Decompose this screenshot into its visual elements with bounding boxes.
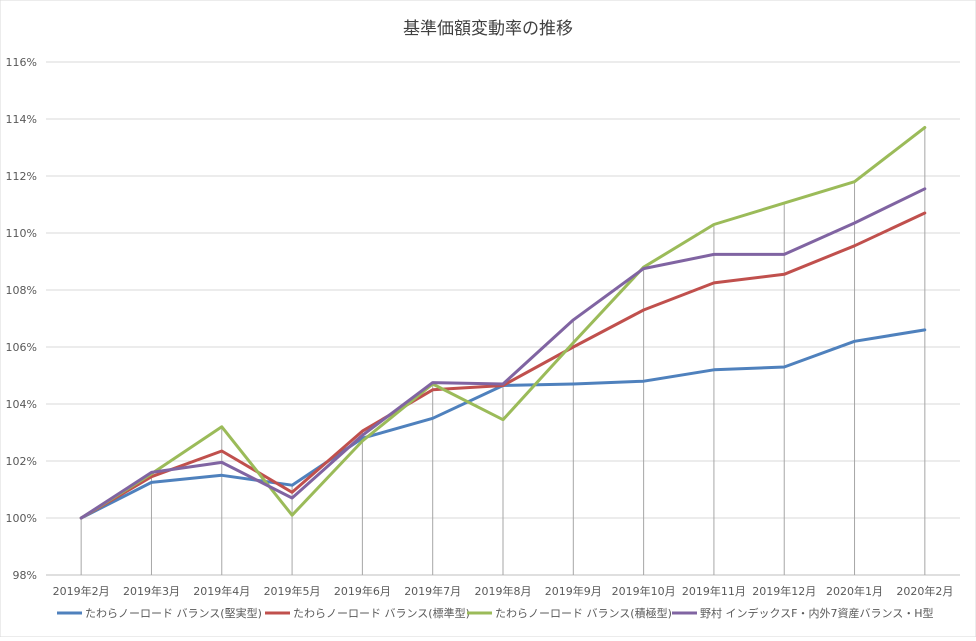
x-tick-label: 2019年10月 <box>612 584 676 598</box>
x-tick-label: 2020年1月 <box>826 584 883 598</box>
x-tick-label: 2019年3月 <box>123 584 180 598</box>
y-tick-label: 114% <box>6 113 37 126</box>
legend-label-4: 野村 インデックスF・内外7資産バランス・H型 <box>700 606 934 620</box>
legend: たわらノーロード バランス(堅実型) たわらノーロード バランス(標準型) たわらノ… <box>57 606 934 620</box>
x-tick-label: 2019年6月 <box>334 584 391 598</box>
x-tick-label: 2019年9月 <box>545 584 602 598</box>
y-tick-label: 106% <box>6 341 37 354</box>
y-tick-label: 100% <box>6 512 37 525</box>
y-tick-label: 104% <box>6 398 37 411</box>
x-tick-label: 2019年5月 <box>264 584 321 598</box>
x-tick-label: 2020年2月 <box>896 584 953 598</box>
y-axis-ticks: 98% 100% 102% 104% 106% 108% 110% 112% 114% 116% <box>6 56 37 582</box>
y-tick-label: 110% <box>6 227 37 240</box>
y-tick-label: 98% <box>13 569 37 582</box>
x-axis-ticks: 2019年2月 2019年3月 2019年4月 2019年5月 2019年6月 2019年… <box>53 584 954 598</box>
legend-label-2: たわらノーロード バランス(標準型) <box>293 606 470 620</box>
series-line-4 <box>79 187 927 520</box>
y-tick-label: 102% <box>6 455 37 468</box>
x-tick-label: 2019年2月 <box>53 584 110 598</box>
y-tick-label: 108% <box>6 284 37 297</box>
y-tick-label: 116% <box>6 56 37 69</box>
x-tick-label: 2019年8月 <box>475 584 532 598</box>
legend-label-1: たわらノーロード バランス(堅実型) <box>85 606 262 620</box>
chart-title: 基準価額変動率の推移 <box>403 19 573 39</box>
series-lines <box>79 126 927 520</box>
series-line-3 <box>79 126 927 520</box>
x-tick-label: 2019年11月 <box>682 584 746 598</box>
series-line-2 <box>79 211 927 520</box>
x-tick-label: 2019年4月 <box>193 584 250 598</box>
x-tick-label: 2019年12月 <box>752 584 816 598</box>
x-tick-label: 2019年7月 <box>404 584 461 598</box>
y-tick-label: 112% <box>6 170 37 183</box>
legend-label-3: たわらノーロード バランス(積極型) <box>495 606 672 620</box>
